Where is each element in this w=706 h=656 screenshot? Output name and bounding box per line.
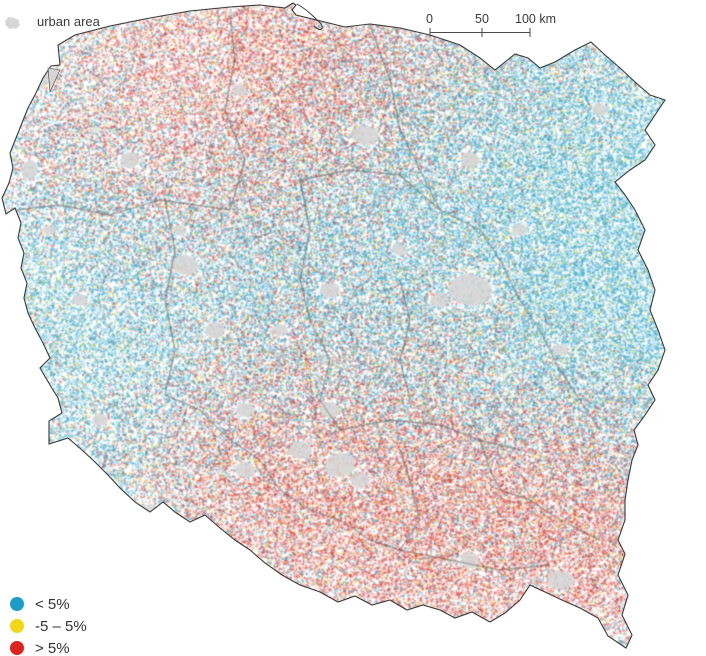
svg-text:urban area: urban area — [37, 14, 101, 29]
svg-text:-5 – 5%: -5 – 5% — [35, 618, 87, 635]
svg-text:< 5%: < 5% — [35, 596, 70, 613]
svg-text:100 km: 100 km — [515, 12, 556, 26]
svg-text:> 5%: > 5% — [35, 640, 70, 656]
svg-text:0: 0 — [426, 12, 433, 26]
svg-text:50: 50 — [475, 12, 489, 26]
